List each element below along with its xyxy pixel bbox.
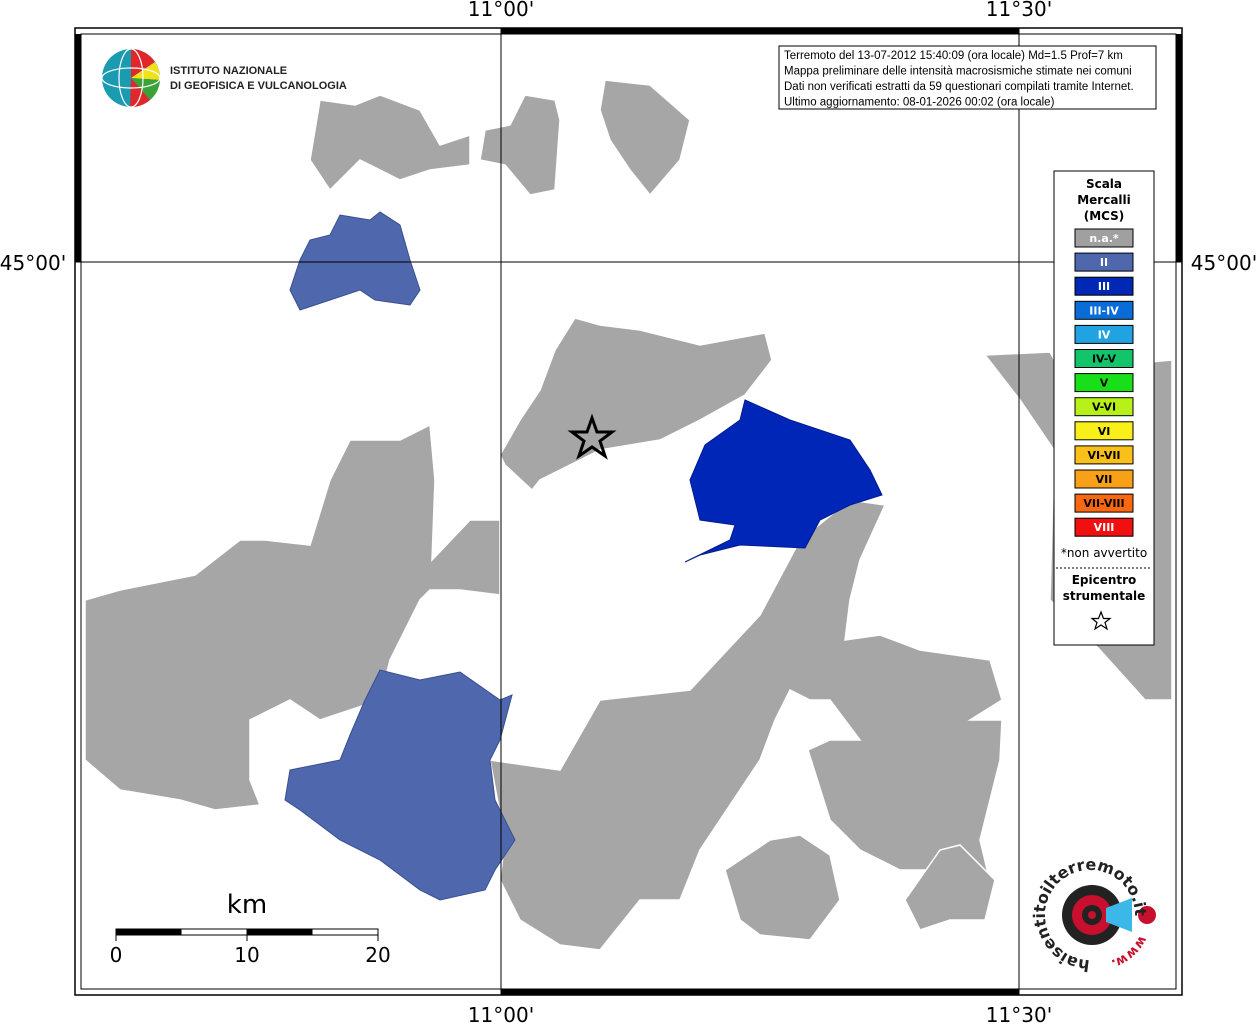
scale-unit: km	[227, 890, 267, 920]
legend-epicenter: Epicentro	[1072, 573, 1137, 587]
legend-swatch	[1074, 421, 1134, 441]
legend-label: V-VI	[1092, 401, 1116, 414]
longitude-label: 11°00'	[468, 1003, 534, 1024]
frame-band	[501, 989, 1019, 995]
info-line: Mappa preliminare delle intensità macros…	[784, 66, 1132, 78]
legend-swatch	[1074, 276, 1134, 296]
legend-label: IV	[1098, 328, 1111, 341]
hai-sentito-badge: haisentitoilterremoto.it www.	[1030, 855, 1156, 975]
legend-swatch	[1074, 397, 1134, 417]
epicenter-star	[567, 413, 617, 460]
legend-label: III-IV	[1089, 304, 1119, 317]
legend-label: III	[1098, 280, 1110, 293]
frame-band	[75, 34, 81, 262]
legend-swatch	[1074, 445, 1134, 465]
legend-label: VI	[1098, 425, 1111, 438]
legend-note: *non avvertito	[1061, 546, 1147, 560]
legend-swatch	[1074, 373, 1134, 393]
longitude-label: 11°00'	[468, 0, 534, 21]
info-lines: Terremoto del 13-07-2012 15:40:09 (ora l…	[784, 50, 1134, 109]
region	[904, 844, 996, 931]
legend-swatch	[1074, 300, 1134, 320]
region	[84, 423, 501, 811]
legend: ScalaMercalli(MCS)n.a.*IIIIIIII-IVIVIV-V…	[1061, 177, 1147, 603]
frame-band	[501, 28, 1019, 34]
region	[309, 94, 471, 192]
region	[599, 79, 691, 197]
longitude-label: 11°30'	[986, 0, 1052, 21]
legend-title: (MCS)	[1084, 209, 1125, 223]
legend-swatch	[1074, 252, 1134, 272]
legend-label: IV-V	[1092, 353, 1117, 366]
legend-label: VIII	[1094, 521, 1115, 534]
legend-title: Scala	[1086, 177, 1122, 191]
scale-tick: 10	[234, 943, 259, 967]
info-box	[778, 45, 1157, 110]
legend-label: VII-VIII	[1083, 497, 1124, 510]
region-intensity-iii	[684, 399, 883, 563]
info-line: Ultimo aggiornamento: 08-01-2026 00:02 (…	[784, 97, 1055, 109]
legend-swatch	[1074, 349, 1134, 368]
scale-tick: 0	[110, 943, 123, 967]
badge-www-path: www.	[1109, 933, 1150, 971]
legend-swatch	[1074, 228, 1134, 248]
institute-name: DI GEOFISICA E VULCANOLOGIA	[170, 80, 347, 92]
badge-www: www.	[1109, 933, 1150, 971]
legend-swatch	[1074, 517, 1134, 537]
frame-band	[1176, 34, 1182, 262]
longitude-label: 11°30'	[986, 1003, 1052, 1024]
ingv-logo: ISTITUTO NAZIONALE DI GEOFISICA E VULCAN…	[101, 48, 347, 108]
legend-star	[1090, 610, 1112, 631]
legend-label: II	[1100, 256, 1108, 269]
region	[499, 317, 773, 492]
scale-tick: 20	[365, 943, 390, 967]
region-intensity-ii	[284, 669, 516, 901]
info-line: Terremoto del 13-07-2012 15:40:09 (ora l…	[784, 50, 1123, 62]
legend-swatch	[1074, 469, 1134, 489]
regions	[84, 79, 1173, 951]
info-line: Dati non verificati estratti da 59 quest…	[784, 81, 1134, 93]
legend-label: VI-VII	[1087, 449, 1120, 462]
legend-label: V	[1100, 377, 1109, 390]
legend-label: VII	[1096, 473, 1113, 486]
legend-swatch	[1074, 324, 1134, 344]
legend-swatch	[1074, 493, 1134, 513]
region-intensity-ii	[289, 211, 421, 311]
region	[724, 834, 841, 941]
legend-epicenter: strumentale	[1063, 589, 1146, 603]
scale-bar: km 0 10 20	[110, 890, 391, 967]
latitude-label: 45°00'	[1191, 251, 1256, 275]
legend-title: Mercalli	[1077, 193, 1131, 207]
legend-label: n.a.*	[1089, 232, 1119, 245]
institute-name: ISTITUTO NAZIONALE	[170, 65, 287, 77]
latitude-label: 45°00'	[0, 251, 66, 275]
region	[479, 94, 561, 196]
